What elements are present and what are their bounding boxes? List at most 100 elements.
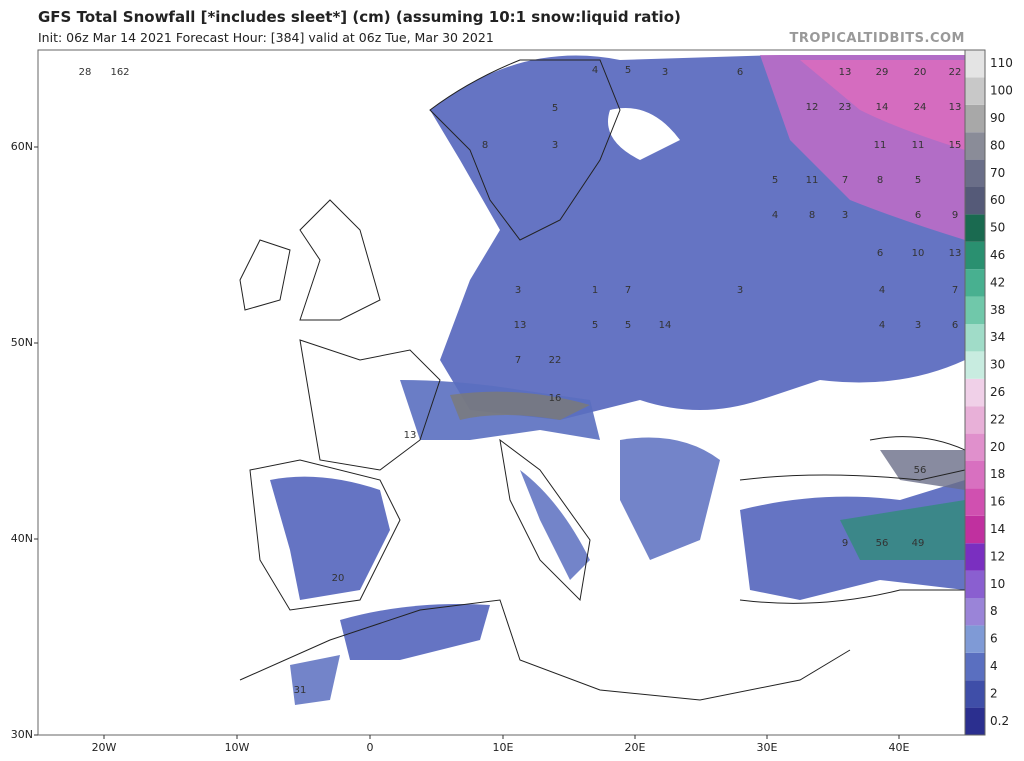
snowfall-value: 31 [294, 685, 307, 696]
lon-label: 0 [367, 741, 374, 754]
snowfall-value: 3 [515, 285, 521, 296]
snowfall-value: 5 [625, 65, 631, 76]
credit: TROPICALTIDBITS.COM [790, 31, 965, 46]
snowfall-value: 20 [332, 573, 345, 584]
lon-label: 10E [493, 741, 514, 754]
colorbar-label: 2 [990, 686, 998, 700]
snow-region [840, 500, 965, 560]
snowfall-value: 4 [879, 285, 885, 296]
colorbar-label: 110 [990, 56, 1013, 70]
colorbar-frame [964, 49, 986, 736]
coastline [249, 459, 401, 611]
snowfall-value: 3 [552, 140, 558, 151]
coastline [429, 59, 621, 241]
colorbar-segment [965, 214, 985, 242]
colorbar-segment [965, 187, 985, 215]
colorbar-label: 50 [990, 221, 1005, 235]
snowfall-value: 11 [874, 140, 887, 151]
lon-label: 20E [625, 741, 646, 754]
snowfall-value: 24 [914, 102, 927, 113]
snowfall-value: 8 [877, 175, 883, 186]
coastlines [239, 59, 965, 701]
snowfall-value: 5 [592, 320, 598, 331]
snowfall-value: 13 [404, 430, 417, 441]
lat-label: 30N [11, 728, 33, 741]
snow-region [800, 60, 965, 150]
snowfall-value: 3 [737, 285, 743, 296]
snowfall-value: 56 [876, 538, 889, 549]
colorbar-segment [965, 351, 985, 379]
snowfall-value: 7 [625, 285, 631, 296]
colorbar-segment [965, 707, 985, 735]
colorbar-segment [965, 269, 985, 297]
colorbar-label: 100 [990, 84, 1013, 98]
colorbar-label: 42 [990, 275, 1005, 289]
colorbar-segment [965, 680, 985, 708]
colorbar-segment [965, 77, 985, 105]
snowfall-value: 14 [659, 320, 672, 331]
colorbar-segment [965, 543, 985, 571]
snowfall-value: 162 [110, 67, 129, 78]
snowfall-value: 14 [876, 102, 889, 113]
colorbar-segment [965, 50, 985, 78]
colorbar-label: 6 [990, 632, 998, 646]
snowfall-value: 1 [592, 285, 598, 296]
snowfall-value: 3 [842, 210, 848, 221]
snowfall-value: 13 [949, 102, 962, 113]
colorbar-segment [965, 324, 985, 352]
lat-label: 60N [11, 140, 33, 153]
snowfall-value: 9 [842, 538, 848, 549]
lon-label: 40E [889, 741, 910, 754]
lat-label: 50N [11, 336, 33, 349]
snow-region [290, 655, 340, 705]
snowfall-value: 15 [949, 140, 962, 151]
snowfall-value: 22 [549, 355, 562, 366]
snowfall-value: 29 [876, 67, 889, 78]
colorbar-segment [965, 104, 985, 133]
snowfall-value: 4 [592, 65, 598, 76]
snowfall-value: 22 [949, 67, 962, 78]
snowfall-value: 23 [839, 102, 852, 113]
snowfall-value: 12 [806, 102, 819, 113]
snowfall-value: 20 [914, 67, 927, 78]
colorbar-segment [965, 241, 985, 270]
snowfall-value: 6 [877, 248, 883, 259]
snowfall-value: 7 [515, 355, 521, 366]
colorbar-label: 26 [990, 385, 1005, 399]
colorbar-segment [965, 515, 985, 544]
colorbar-label: 18 [990, 467, 1005, 481]
colorbar-label: 80 [990, 138, 1005, 152]
snowfall-value: 11 [912, 140, 925, 151]
colorbar-segment [965, 433, 985, 461]
snow-region [340, 604, 490, 660]
colorbar-label: 30 [990, 358, 1005, 372]
snowfall-value: 3 [915, 320, 921, 331]
snowfall-value: 13 [949, 248, 962, 259]
sea-gap [608, 108, 680, 160]
colorbar-segment [965, 406, 985, 434]
snowfall-value: 5 [625, 320, 631, 331]
snowfall-value: 28 [79, 67, 92, 78]
colorbar-segment [965, 461, 985, 489]
snow-region [620, 437, 720, 560]
colorbar-segment [965, 159, 985, 187]
colorbar-segment [965, 598, 985, 626]
snowfall-value: 9 [952, 210, 958, 221]
colorbar-label: 8 [990, 604, 998, 618]
colorbar-label: 70 [990, 166, 1005, 180]
snow-region [880, 450, 965, 490]
coastline [739, 469, 965, 604]
coastline [299, 199, 381, 321]
colorbar-segment [965, 625, 985, 653]
snowfall-value: 8 [482, 140, 488, 151]
snowfall-value: 5 [772, 175, 778, 186]
colorbar-label: 20 [990, 440, 1005, 454]
colorbar-label: 4 [990, 659, 998, 673]
snow-region [270, 476, 390, 600]
snow-region [450, 391, 590, 420]
lon-label: 20W [92, 741, 117, 754]
coastline [499, 438, 591, 602]
